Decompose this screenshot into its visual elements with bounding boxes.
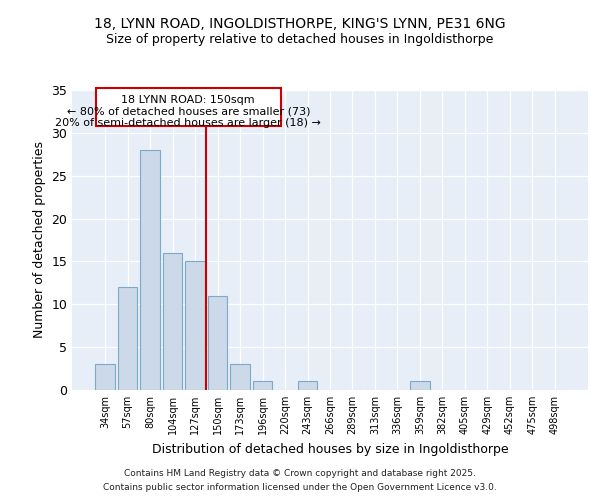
Bar bbox=[96, 88, 281, 126]
Text: 20% of semi-detached houses are larger (18) →: 20% of semi-detached houses are larger (… bbox=[55, 118, 321, 128]
Text: ← 80% of detached houses are smaller (73): ← 80% of detached houses are smaller (73… bbox=[67, 106, 310, 117]
Bar bbox=[230, 364, 250, 390]
Text: Contains public sector information licensed under the Open Government Licence v3: Contains public sector information licen… bbox=[103, 484, 497, 492]
Bar bbox=[410, 382, 430, 390]
Text: Size of property relative to detached houses in Ingoldisthorpe: Size of property relative to detached ho… bbox=[106, 32, 494, 46]
Bar bbox=[208, 296, 227, 390]
Bar bbox=[298, 382, 317, 390]
Bar bbox=[253, 382, 272, 390]
Text: Contains HM Land Registry data © Crown copyright and database right 2025.: Contains HM Land Registry data © Crown c… bbox=[124, 468, 476, 477]
X-axis label: Distribution of detached houses by size in Ingoldisthorpe: Distribution of detached houses by size … bbox=[152, 442, 508, 456]
Y-axis label: Number of detached properties: Number of detached properties bbox=[33, 142, 46, 338]
Text: 18 LYNN ROAD: 150sqm: 18 LYNN ROAD: 150sqm bbox=[121, 95, 255, 105]
Bar bbox=[163, 253, 182, 390]
Bar bbox=[95, 364, 115, 390]
Bar bbox=[118, 287, 137, 390]
Bar bbox=[185, 262, 205, 390]
Bar bbox=[140, 150, 160, 390]
Text: 18, LYNN ROAD, INGOLDISTHORPE, KING'S LYNN, PE31 6NG: 18, LYNN ROAD, INGOLDISTHORPE, KING'S LY… bbox=[94, 18, 506, 32]
